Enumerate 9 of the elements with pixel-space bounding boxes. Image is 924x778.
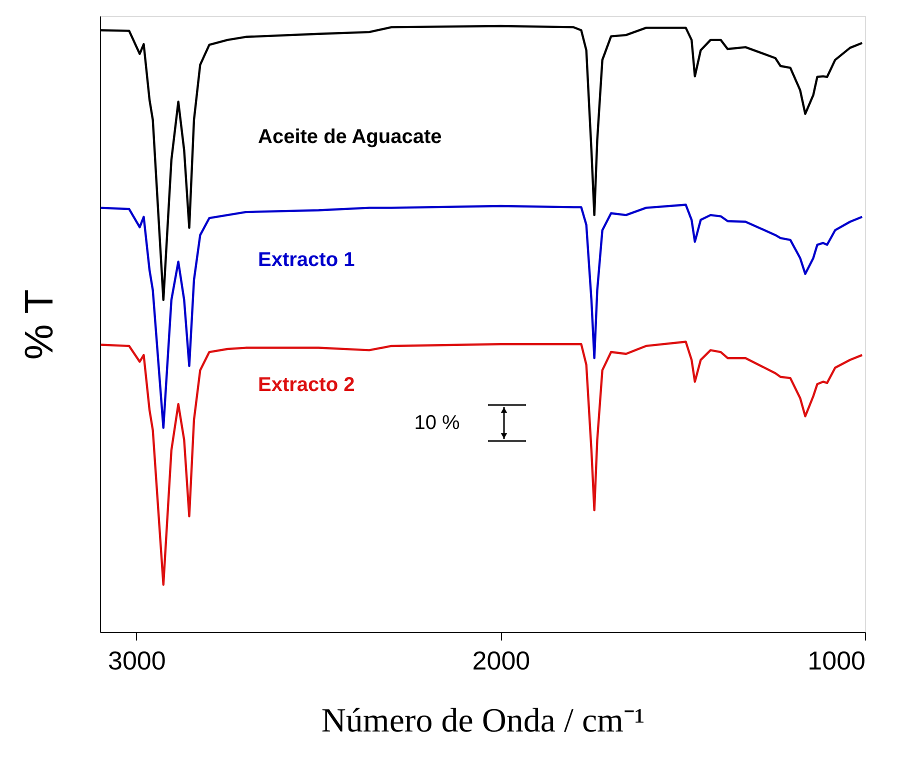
x-tick-label: 2000: [472, 646, 530, 676]
x-tick-label: 3000: [108, 646, 166, 676]
text: Aceite de Aguacate: [258, 126, 442, 148]
series-label: Extracto 2: [258, 374, 355, 396]
x-axis-title: Número de Onda / cm⁻¹: [321, 702, 645, 740]
y-axis-title: % T: [18, 289, 62, 360]
annotation: 10 %: [414, 412, 460, 434]
series-label: Extracto 1: [258, 249, 355, 271]
x-tick-label: 1000: [808, 646, 866, 676]
